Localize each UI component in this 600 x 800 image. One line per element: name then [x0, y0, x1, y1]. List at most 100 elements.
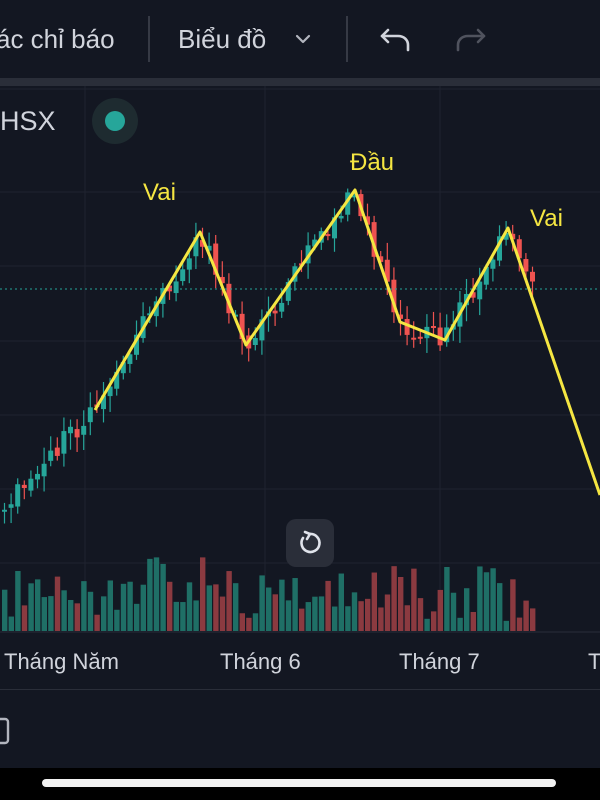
candle-body [21, 484, 27, 489]
volume-bar [68, 599, 74, 631]
volume-bar [358, 601, 364, 631]
price-chart[interactable]: Vai Đầu Vai Tháng Năm Tháng 6 Tháng 7 T [0, 86, 600, 690]
volume-bar [378, 607, 384, 631]
volume-bar [167, 581, 173, 631]
volume-bar [193, 600, 199, 631]
volume-bar [226, 571, 232, 631]
candle-body [477, 281, 483, 300]
volume-bar [411, 568, 417, 631]
calendar-icon[interactable] [0, 716, 10, 746]
volume-bar [503, 620, 509, 631]
volume-bar [345, 606, 351, 631]
volume-bar [28, 583, 34, 631]
volume-bar [239, 613, 245, 631]
candle-body [28, 478, 34, 491]
candle-body [120, 362, 126, 374]
volume-bar [173, 601, 179, 631]
volume-bar [444, 566, 450, 631]
candle-body [15, 484, 21, 507]
x-axis-label-june: Tháng 6 [220, 649, 301, 674]
candle-body [523, 259, 529, 272]
symbol-exchange-label: HSX [0, 106, 56, 136]
candle-body [384, 259, 390, 282]
chart-toolbar: ác chỉ báo Biểu đồ [0, 0, 600, 78]
system-gesture-area [0, 768, 600, 800]
candle-body [226, 283, 232, 314]
candle-body [87, 407, 93, 423]
volume-bar [338, 573, 344, 631]
candle-body [186, 258, 192, 270]
volume-bar [219, 596, 226, 631]
volume-bar [497, 583, 503, 631]
right-shoulder-label: Vai [530, 205, 563, 232]
volume-bar [332, 606, 338, 631]
toolbar-separator [148, 16, 150, 62]
volume-bar [530, 608, 536, 631]
candle-body [259, 319, 265, 341]
volume-bar [8, 616, 14, 631]
volume-bar [437, 589, 443, 631]
volume-bar [371, 572, 377, 631]
chart-grid [0, 86, 600, 632]
candlesticks [2, 188, 535, 524]
redo-icon[interactable] [454, 24, 488, 54]
candle-body [332, 217, 337, 239]
candle-body [391, 279, 397, 313]
volume-bars [2, 557, 536, 631]
toolbar-separator [346, 16, 348, 62]
volume-bar [252, 613, 259, 631]
undo-icon[interactable] [378, 24, 412, 54]
candle-body [530, 271, 535, 282]
candle-body [219, 276, 225, 284]
volume-bar [404, 605, 410, 631]
volume-bar [81, 581, 87, 631]
volume-bar [305, 602, 311, 631]
candle-body [510, 233, 516, 240]
candle-body [338, 215, 344, 219]
candle-body [48, 450, 54, 461]
candle-body [483, 266, 489, 285]
market-status-indicator [92, 98, 138, 144]
x-axis-label-july: Tháng 7 [399, 649, 480, 674]
candle-body [398, 314, 403, 319]
volume-bar [74, 603, 80, 631]
candle-body [503, 232, 509, 240]
candle-body [252, 338, 258, 346]
candle-body [378, 256, 384, 262]
volume-bar [61, 590, 67, 631]
indicators-button[interactable]: ác chỉ báo [0, 24, 115, 54]
volume-bar [464, 588, 470, 631]
volume-bar [186, 582, 193, 631]
candle-body [206, 245, 212, 251]
candle-body [470, 292, 476, 298]
volume-bar [516, 617, 523, 631]
candle-body [365, 216, 370, 225]
toolbar-divider [0, 78, 600, 86]
volume-bar [483, 572, 490, 631]
reset-chart-button[interactable] [286, 519, 334, 567]
volume-bar [318, 596, 325, 631]
chart-type-dropdown[interactable]: Biểu đồ [178, 22, 318, 56]
volume-bar [15, 571, 21, 631]
candle-body [279, 302, 285, 312]
candle-body [345, 192, 351, 215]
volume-bar [153, 557, 160, 631]
volume-bar [54, 576, 61, 631]
candle-body [68, 426, 73, 434]
candle-body [173, 281, 179, 294]
home-indicator[interactable] [42, 779, 556, 787]
volume-bar [351, 592, 358, 631]
bottom-toolbar [0, 689, 600, 769]
volume-bar [259, 575, 265, 631]
candle-body [351, 195, 357, 198]
volume-bar [48, 596, 54, 631]
volume-bar [299, 608, 305, 631]
volume-bar [424, 618, 430, 631]
volume-bar [2, 589, 8, 631]
volume-bar [41, 597, 47, 631]
chart-type-label: Biểu đồ [178, 24, 267, 54]
candle-body [180, 269, 186, 282]
volume-bar [246, 617, 252, 631]
volume-bar [285, 600, 292, 631]
